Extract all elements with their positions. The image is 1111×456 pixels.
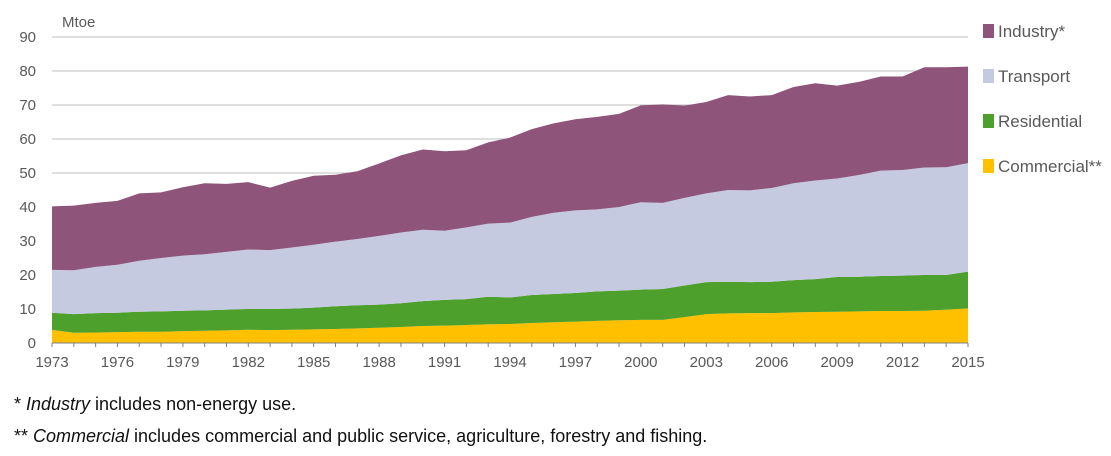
x-axis: 1973 1976 1979 1982 1985 1988 1991 1994 1997 2000… bbox=[35, 342, 985, 371]
area-series bbox=[52, 66, 968, 343]
x-tick-label: 1988 bbox=[362, 354, 395, 371]
legend-swatch bbox=[983, 69, 994, 83]
y-tick-label: 60 bbox=[19, 131, 36, 148]
footnote-commercial-prefix: ** bbox=[14, 426, 34, 446]
footnote-industry-prefix: * bbox=[14, 394, 27, 414]
footnote-commercial-term: Commercial bbox=[33, 426, 130, 446]
footnote-commercial-text: includes commercial and public service, … bbox=[129, 426, 708, 446]
y-tick-label: 20 bbox=[19, 267, 36, 284]
footnote-industry-text: includes non-energy use. bbox=[90, 394, 297, 414]
x-tick-label: 2015 bbox=[951, 354, 984, 371]
y-tick-label: 80 bbox=[19, 63, 36, 80]
x-tick-label: 2000 bbox=[624, 354, 657, 371]
y-axis: 0 10 20 30 40 50 60 70 80 90 bbox=[19, 29, 36, 352]
x-tick-label: 2006 bbox=[755, 354, 788, 371]
stacked-area-chart: 1973 1976 1979 1982 1985 1988 1991 1994 1997 2000… bbox=[19, 14, 1102, 371]
legend-swatch bbox=[983, 114, 994, 128]
y-tick-label: 70 bbox=[19, 97, 36, 114]
y-unit-label: Mtoe bbox=[62, 14, 95, 31]
legend-label: Residential bbox=[998, 112, 1082, 131]
x-tick-label: 1997 bbox=[559, 354, 592, 371]
legend-label: Transport bbox=[998, 67, 1070, 86]
y-tick-label: 90 bbox=[19, 29, 36, 46]
area-residential bbox=[52, 271, 968, 333]
x-tick-label: 2003 bbox=[690, 354, 723, 371]
x-tick-label: 1991 bbox=[428, 354, 461, 371]
y-tick-label: 50 bbox=[19, 165, 36, 182]
footnote-industry: * Industry includes non-energy use. bbox=[14, 394, 296, 415]
x-tick-label: 1982 bbox=[232, 354, 265, 371]
x-tick-label: 2012 bbox=[886, 354, 919, 371]
legend-swatch bbox=[983, 24, 994, 38]
footnote-industry-term: Industry bbox=[26, 394, 91, 414]
footnote-commercial: ** Commercial includes commercial and pu… bbox=[14, 426, 707, 447]
x-tick-label: 1973 bbox=[35, 354, 68, 371]
y-tick-label: 40 bbox=[19, 199, 36, 216]
legend-swatch bbox=[983, 159, 994, 173]
y-tick-label: 10 bbox=[19, 301, 36, 318]
legend-label: Industry* bbox=[998, 22, 1065, 41]
x-tick-label: 2009 bbox=[820, 354, 853, 371]
y-tick-label: 0 bbox=[28, 335, 36, 352]
x-tick-label: 1985 bbox=[297, 354, 330, 371]
x-tick-label: 1976 bbox=[101, 354, 134, 371]
legend: Industry* Transport Residential Commercial*… bbox=[983, 22, 1102, 176]
area-transport bbox=[52, 163, 968, 315]
y-tick-label: 30 bbox=[19, 233, 36, 250]
area-industry bbox=[52, 66, 968, 271]
area-commercial bbox=[52, 308, 968, 343]
legend-label: Commercial** bbox=[998, 157, 1102, 176]
x-tick-label: 1994 bbox=[493, 354, 526, 371]
x-tick-label: 1979 bbox=[166, 354, 199, 371]
